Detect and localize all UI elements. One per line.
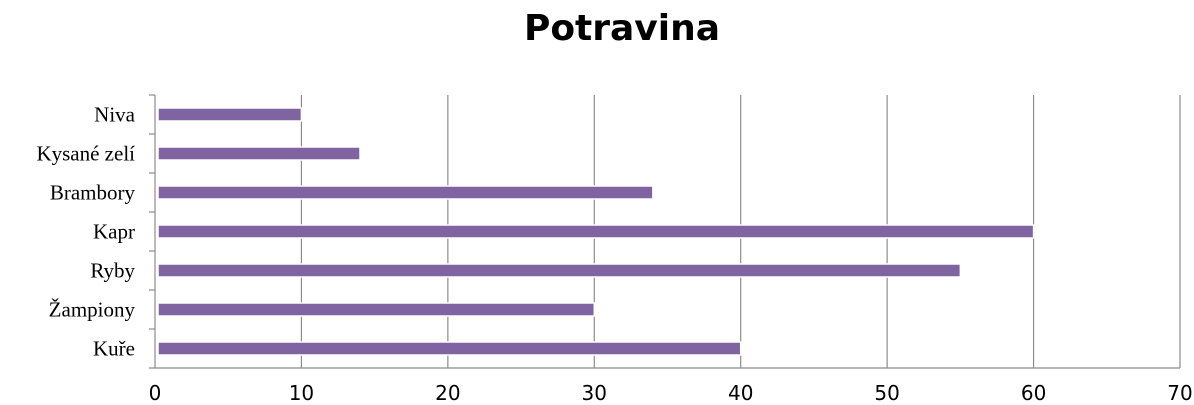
x-tick-label: 20 xyxy=(435,381,460,405)
x-tick-label: 10 xyxy=(289,381,314,405)
bars xyxy=(157,107,1035,356)
category-labels: Niva Kysané zelí Brambory Kapr Ryby Žampiony K… xyxy=(36,103,135,361)
axes xyxy=(149,94,1180,369)
category-label: Žampiony xyxy=(49,298,136,322)
bar-1 xyxy=(157,107,303,122)
x-tick-label: 30 xyxy=(582,381,607,405)
bar-3 xyxy=(157,185,654,200)
tick-labels: 0 10 20 30 40 50 60 70 xyxy=(149,381,1193,405)
category-label: Brambory xyxy=(50,181,136,205)
category-label: Ryby xyxy=(90,259,135,283)
bar-4 xyxy=(157,224,1035,239)
bar-7 xyxy=(157,341,742,356)
category-label: Kysané zelí xyxy=(36,142,135,166)
bar-5 xyxy=(157,263,962,278)
x-tick-label: 50 xyxy=(874,381,899,405)
x-tick-label: 60 xyxy=(1021,381,1046,405)
x-tick-label: 0 xyxy=(149,381,162,405)
category-label: Kapr xyxy=(93,220,135,244)
x-tick-label: 40 xyxy=(728,381,753,405)
bar-6 xyxy=(157,302,596,317)
category-label: Kuře xyxy=(93,337,135,361)
category-label: Niva xyxy=(94,103,136,127)
chart-title: Potravina xyxy=(523,8,721,49)
x-tick-label: 70 xyxy=(1167,381,1192,405)
bar-2 xyxy=(157,146,361,161)
